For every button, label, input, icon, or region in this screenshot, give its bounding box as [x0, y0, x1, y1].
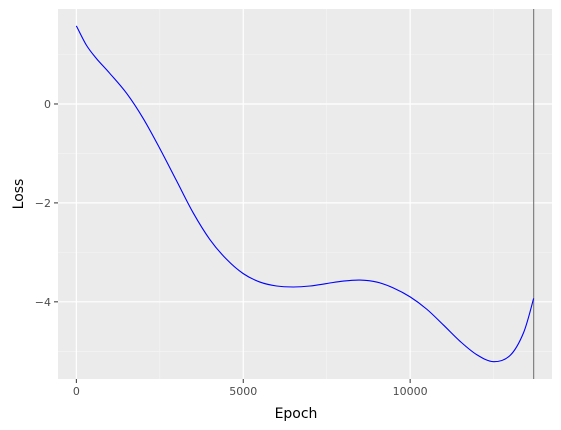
x-tick-label: 10000: [393, 385, 428, 398]
plot-panel: [58, 9, 552, 379]
x-tick-label: 5000: [229, 385, 257, 398]
x-axis-title: Epoch: [275, 406, 318, 422]
y-tick-label: 0: [44, 98, 51, 111]
series-layer: [75, 25, 535, 363]
y-tick-label: −4: [35, 296, 51, 309]
minor-grid: [58, 9, 552, 379]
y-axis-title: Loss: [11, 179, 27, 210]
loss-series-line: [75, 25, 535, 363]
major-grid: [58, 9, 552, 379]
x-tick-label: 0: [73, 385, 80, 398]
y-axis-ticks: 0 −2 −4: [35, 98, 58, 309]
y-tick-label: −2: [35, 197, 51, 210]
x-axis-ticks: 0 5000 10000: [73, 379, 428, 398]
